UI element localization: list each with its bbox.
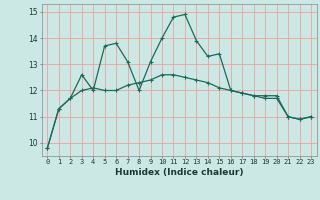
X-axis label: Humidex (Indice chaleur): Humidex (Indice chaleur) (115, 168, 244, 177)
